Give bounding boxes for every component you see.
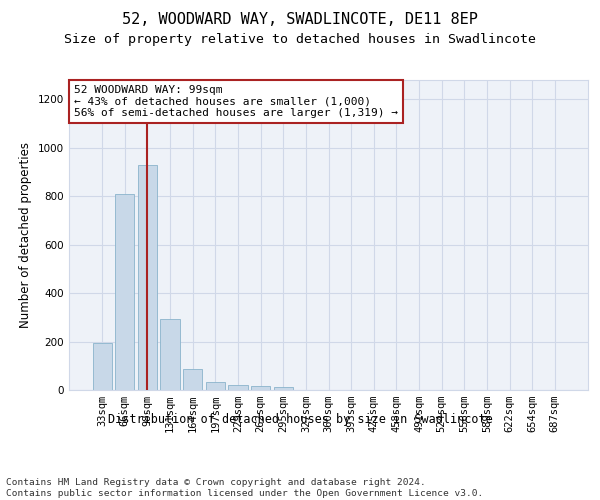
Text: Contains HM Land Registry data © Crown copyright and database right 2024.
Contai: Contains HM Land Registry data © Crown c…	[6, 478, 483, 498]
Bar	[229, 385, 248, 390]
Bar	[274, 387, 293, 390]
Text: 52 WOODWARD WAY: 99sqm
← 43% of detached houses are smaller (1,000)
56% of semi-: 52 WOODWARD WAY: 99sqm ← 43% of detached…	[74, 84, 398, 118]
Bar	[160, 319, 180, 390]
Bar	[183, 368, 202, 390]
Bar	[138, 165, 157, 390]
Bar	[206, 382, 225, 390]
Bar	[92, 344, 112, 390]
Text: 52, WOODWARD WAY, SWADLINCOTE, DE11 8EP: 52, WOODWARD WAY, SWADLINCOTE, DE11 8EP	[122, 12, 478, 28]
Text: Size of property relative to detached houses in Swadlincote: Size of property relative to detached ho…	[64, 32, 536, 46]
Bar	[251, 386, 270, 390]
Y-axis label: Number of detached properties: Number of detached properties	[19, 142, 32, 328]
Text: Distribution of detached houses by size in Swadlincote: Distribution of detached houses by size …	[107, 412, 493, 426]
Bar	[115, 194, 134, 390]
